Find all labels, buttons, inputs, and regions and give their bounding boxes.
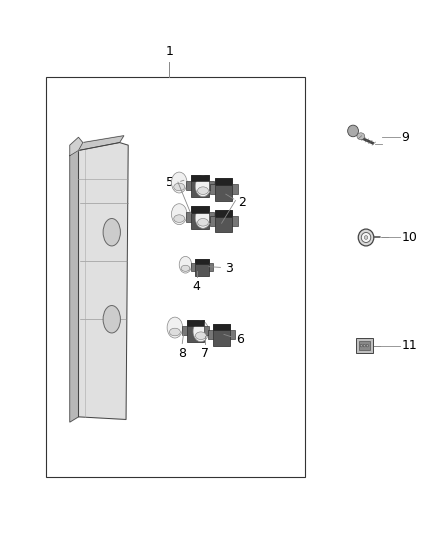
Bar [187, 320, 204, 327]
Text: 11: 11 [402, 339, 417, 352]
Bar [209, 263, 213, 271]
Text: 4: 4 [193, 280, 201, 293]
Ellipse shape [363, 344, 365, 347]
Ellipse shape [167, 317, 183, 338]
Text: 10: 10 [402, 231, 417, 244]
Bar [191, 206, 208, 229]
Ellipse shape [357, 133, 365, 140]
Bar [215, 210, 233, 232]
Ellipse shape [198, 187, 208, 195]
Ellipse shape [360, 344, 362, 347]
Ellipse shape [179, 256, 192, 273]
Bar [208, 329, 213, 339]
Bar [215, 179, 233, 200]
Bar [233, 184, 237, 194]
Bar [46, 77, 305, 478]
Ellipse shape [181, 265, 190, 271]
Text: 7: 7 [201, 346, 209, 360]
Bar [191, 175, 208, 181]
Text: 5: 5 [166, 175, 173, 189]
Ellipse shape [170, 328, 180, 336]
Bar [215, 179, 233, 185]
Ellipse shape [366, 344, 368, 347]
Bar [233, 216, 237, 225]
Text: 1: 1 [165, 45, 173, 58]
Bar [195, 259, 209, 264]
Ellipse shape [103, 305, 120, 333]
Text: 6: 6 [236, 333, 244, 346]
Bar [186, 213, 191, 222]
Bar [195, 259, 209, 276]
Bar [213, 324, 230, 346]
Text: 3: 3 [226, 262, 233, 274]
Bar [191, 175, 208, 197]
Bar [208, 181, 214, 190]
Ellipse shape [348, 125, 358, 137]
Bar [230, 329, 236, 339]
Text: 8: 8 [178, 346, 186, 360]
Bar [186, 181, 191, 190]
Polygon shape [78, 142, 128, 419]
Ellipse shape [171, 172, 187, 193]
Bar [215, 210, 233, 217]
Bar [187, 320, 204, 342]
Polygon shape [70, 138, 83, 156]
Ellipse shape [171, 204, 187, 224]
Bar [213, 324, 230, 330]
Ellipse shape [193, 321, 208, 342]
Ellipse shape [195, 207, 211, 228]
Ellipse shape [195, 176, 211, 197]
Polygon shape [70, 150, 78, 422]
Ellipse shape [174, 215, 185, 222]
Ellipse shape [361, 232, 371, 243]
Bar [210, 184, 215, 194]
Ellipse shape [198, 219, 208, 226]
Text: 2: 2 [238, 196, 246, 208]
Bar [191, 206, 208, 213]
Bar [208, 213, 214, 222]
Bar [359, 341, 370, 350]
Ellipse shape [195, 332, 206, 340]
Ellipse shape [358, 229, 374, 246]
Ellipse shape [364, 236, 368, 239]
Ellipse shape [103, 219, 120, 246]
Ellipse shape [174, 183, 185, 191]
Polygon shape [78, 136, 124, 150]
Bar [191, 263, 195, 271]
Bar [204, 326, 209, 335]
Bar [210, 216, 215, 225]
Bar [182, 326, 187, 335]
Text: 9: 9 [402, 131, 410, 144]
Bar [356, 338, 373, 353]
